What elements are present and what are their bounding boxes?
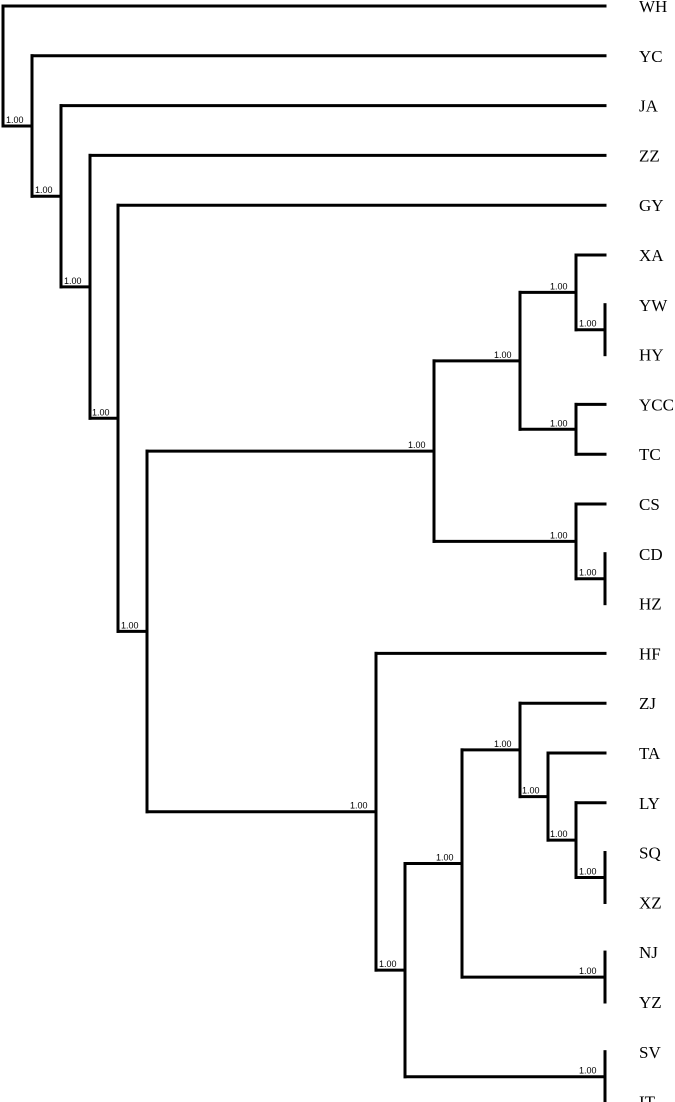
support-value: 1.00 [579, 319, 597, 329]
support-value: 1.00 [550, 829, 568, 839]
support-value: 1.00 [550, 530, 568, 540]
leaf-label-tc: TC [639, 445, 661, 464]
support-value: 1.00 [579, 568, 597, 578]
support-value: 1.00 [579, 1066, 597, 1076]
support-value: 1.00 [64, 276, 82, 286]
support-value: 1.00 [579, 966, 597, 976]
support-value: 1.00 [408, 440, 426, 450]
leaf-label-wh: WH [639, 0, 667, 16]
support-value: 1.00 [522, 786, 540, 796]
leaf-label-hy: HY [639, 346, 664, 365]
support-value: 1.00 [579, 867, 597, 877]
leaf-label-ta: TA [639, 744, 661, 763]
leaf-label-nj: NJ [639, 943, 658, 962]
leaf-label-zj: ZJ [639, 694, 656, 713]
leaf-label-gy: GY [639, 196, 664, 215]
leaf-label-hz: HZ [639, 595, 662, 614]
support-value: 1.00 [436, 852, 454, 862]
leaf-labels: WH YC JA ZZ GY XA YW HY YCC TC CS CD HZ HF ZJ TA LY SQ XZ N… [639, 0, 674, 1102]
leaf-label-xa: XA [639, 246, 664, 265]
leaf-label-yz: YZ [639, 993, 662, 1012]
support-values: 1.00 1.00 1.00 1.00 1.00 1.00 1.00 1.00 1.00 1.00… [6, 115, 597, 1076]
support-value: 1.00 [494, 350, 512, 360]
support-value: 1.00 [550, 418, 568, 428]
leaf-label-zz: ZZ [639, 146, 660, 165]
leaf-label-ja: JA [639, 97, 659, 116]
support-value: 1.00 [379, 959, 397, 969]
support-value: 1.00 [121, 620, 139, 630]
leaf-label-cs: CS [639, 495, 660, 514]
leaf-label-cd: CD [639, 545, 663, 564]
support-value: 1.00 [350, 801, 368, 811]
leaf-label-ycc: YCC [639, 395, 674, 414]
support-value: 1.00 [550, 281, 568, 291]
tree-branches [1, 4, 607, 1102]
leaf-label-yc: YC [639, 47, 663, 66]
support-value: 1.00 [92, 407, 110, 417]
leaf-label-yw: YW [639, 296, 668, 315]
support-value: 1.00 [35, 185, 53, 195]
leaf-label-xz: XZ [639, 893, 662, 912]
leaf-label-hf: HF [639, 644, 661, 663]
support-value: 1.00 [494, 739, 512, 749]
leaf-label-sv: SV [639, 1043, 661, 1062]
leaf-label-sq: SQ [639, 844, 661, 863]
support-value: 1.00 [6, 115, 24, 125]
leaf-label-ly: LY [639, 794, 660, 813]
leaf-label-it: IT [639, 1093, 656, 1102]
